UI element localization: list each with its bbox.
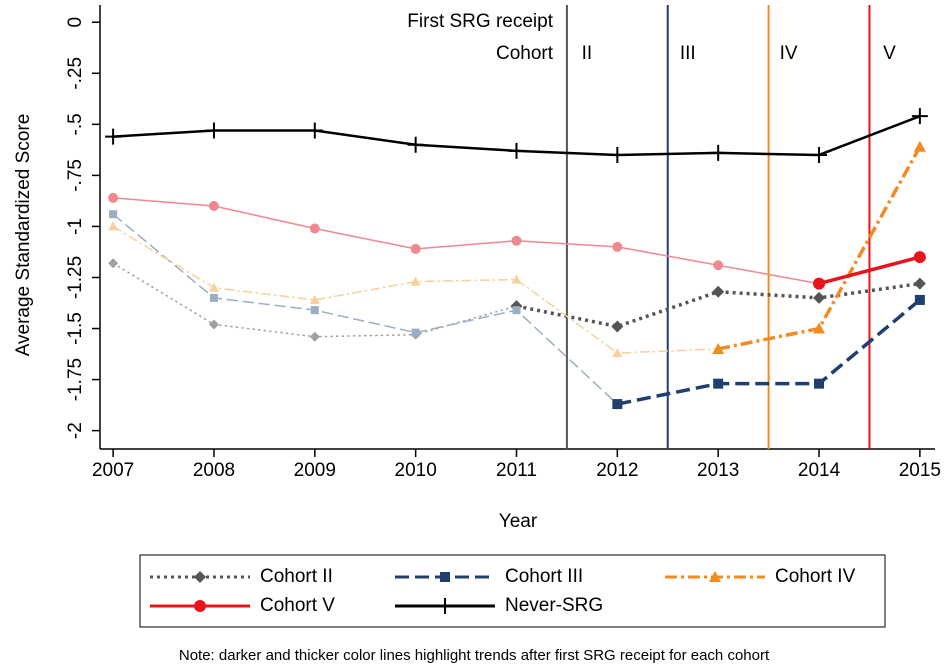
data-point [913, 251, 926, 264]
data-point [612, 399, 623, 410]
data-point [814, 378, 825, 389]
data-point [108, 192, 119, 203]
legend-marker [437, 598, 453, 614]
data-point [309, 223, 320, 234]
data-point [108, 221, 119, 231]
legend-marker [709, 571, 721, 582]
data-point [512, 306, 521, 315]
data-point [913, 140, 926, 152]
data-point [208, 201, 219, 212]
data-point [612, 241, 623, 252]
series-line [717, 145, 922, 351]
x-tick-label: 2008 [193, 460, 235, 481]
y-tick-label: -2 [65, 422, 86, 439]
data-point [306, 122, 323, 139]
data-point [911, 108, 928, 125]
x-tick-label: 2012 [596, 460, 638, 481]
data-point [813, 291, 826, 304]
receipt-label: II [582, 43, 593, 64]
x-tick-label: 2010 [395, 460, 437, 481]
data-point [209, 293, 218, 302]
legend-label: Cohort V [260, 595, 335, 616]
x-tick-label: 2015 [899, 460, 941, 481]
y-tick-label: -.25 [65, 57, 86, 90]
data-point [410, 276, 421, 286]
data-point [310, 306, 319, 315]
legend-marker [194, 600, 206, 612]
data-point [410, 243, 421, 254]
y-tick-label: -1.5 [65, 312, 86, 345]
data-point [612, 348, 623, 358]
data-point [109, 210, 118, 219]
data-point [108, 258, 119, 269]
data-point [712, 285, 725, 298]
data-point [105, 128, 122, 145]
receipt-label: IV [780, 43, 798, 64]
legend-label: Cohort III [505, 566, 583, 587]
y-axis-label: Average Standardized Score [13, 114, 34, 357]
x-tick-label: 2007 [92, 460, 134, 481]
data-point [813, 277, 826, 290]
data-point [713, 378, 724, 389]
data-point [609, 146, 626, 163]
data-point [913, 277, 926, 290]
legend-marker [440, 572, 450, 582]
x-tick-label: 2011 [496, 460, 537, 481]
data-point [710, 144, 727, 161]
y-tick-label: -1.25 [65, 256, 86, 299]
note: Note: darker and thicker color lines hig… [179, 647, 770, 664]
data-point [511, 235, 522, 246]
data-point [611, 320, 624, 333]
x-tick-label: 2014 [798, 460, 841, 481]
data-point [309, 294, 320, 304]
series-line [516, 281, 921, 329]
data-point [508, 142, 525, 159]
annotation: Cohort [496, 43, 554, 64]
data-point [411, 328, 420, 337]
data-point [713, 260, 724, 271]
y-tick-label: -1 [65, 218, 86, 235]
legend-label: Cohort II [260, 566, 333, 587]
annotation: First SRG receipt [407, 11, 553, 32]
y-tick-label: 0 [65, 17, 86, 28]
data-point [205, 122, 222, 139]
data-point [407, 136, 424, 153]
series-line [616, 298, 921, 406]
legend-label: Cohort IV [775, 566, 856, 587]
y-tick-label: -.75 [65, 159, 86, 192]
legend-label: Never-SRG [505, 595, 603, 616]
data-point [914, 294, 925, 305]
legend-box [139, 554, 886, 628]
x-axis-label: Year [499, 511, 538, 532]
data-point [813, 322, 826, 334]
series-line [818, 255, 921, 286]
data-point [712, 342, 725, 354]
receipt-label: III [680, 43, 696, 64]
y-tick-label: -.5 [65, 113, 86, 135]
data-point [511, 274, 522, 284]
data-point [811, 146, 828, 163]
x-tick-label: 2009 [294, 460, 336, 481]
y-tick-label: -1.75 [65, 358, 86, 401]
x-tick-label: 2013 [697, 460, 739, 481]
data-point [208, 319, 219, 330]
data-point [309, 331, 320, 342]
legend-marker [194, 571, 206, 583]
series-line-faded [113, 197, 820, 285]
data-point [208, 282, 219, 292]
receipt-label: V [883, 43, 896, 64]
